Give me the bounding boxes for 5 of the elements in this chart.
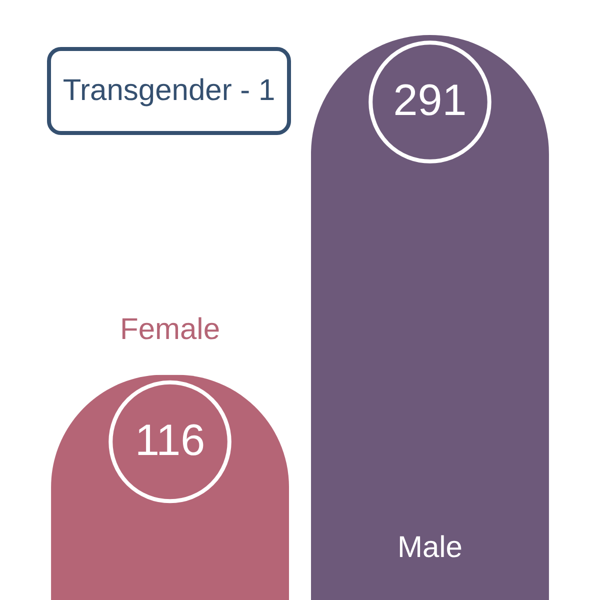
annotation: Transgender - 1	[62, 74, 276, 107]
x-tick-label: Female	[120, 312, 220, 346]
data-label: 116	[134, 416, 206, 465]
x-tick-label: Male	[397, 531, 462, 564]
data-label: 291	[393, 76, 467, 125]
